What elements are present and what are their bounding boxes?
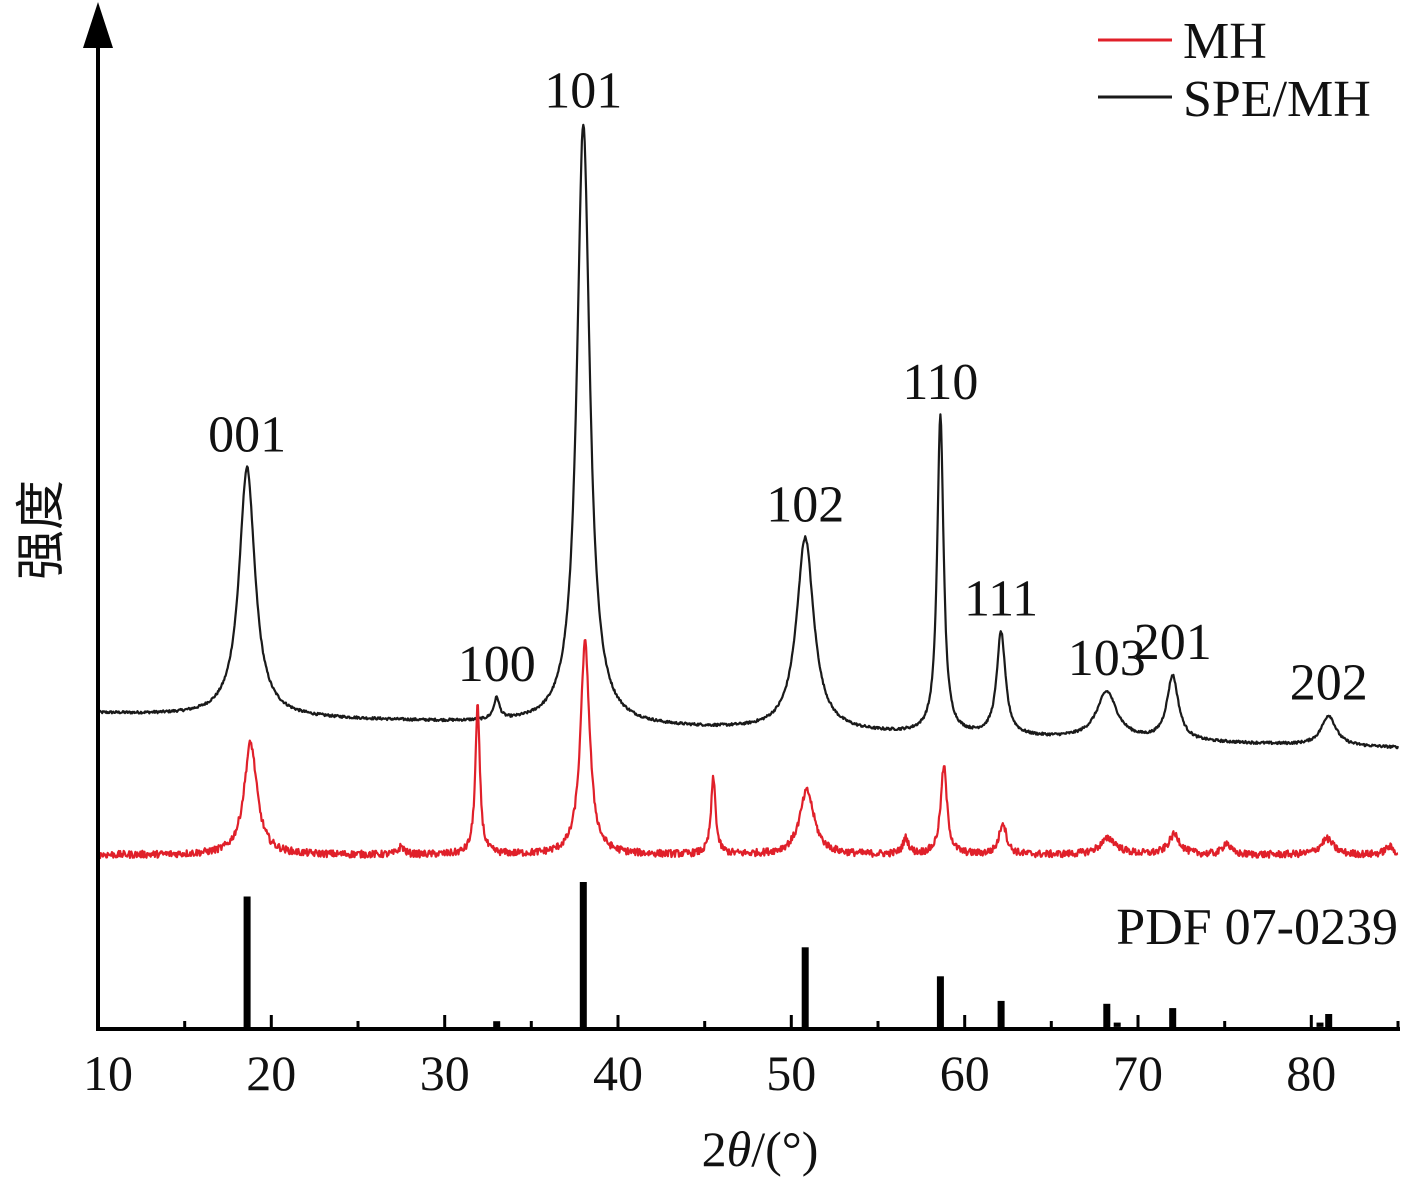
x-axis-label-prefix: 2 (702, 1121, 727, 1177)
x-axis-label: 2θ/(°) (702, 1121, 819, 1177)
peak-label-201: 201 (1134, 614, 1212, 671)
x-tick-label-10: 10 (83, 1045, 133, 1101)
series-line-spe-mh (97, 123, 1400, 750)
reference-line-5 (997, 1000, 1005, 1027)
peak-label-100: 100 (458, 636, 536, 693)
x-ticks: 10 20 30 40 50 60 70 80 (83, 1015, 1400, 1101)
series-layer (97, 123, 1400, 860)
reference-line-6 (1103, 1003, 1111, 1027)
reference-layer (243, 882, 1333, 1028)
x-tick-label-60: 60 (940, 1045, 990, 1101)
peak-label-202: 202 (1290, 654, 1368, 711)
y-axis-label: 强度 (13, 480, 69, 580)
reference-line-2 (579, 882, 587, 1027)
reference-line-7 (1113, 1022, 1121, 1027)
peak-label-110: 110 (902, 354, 978, 411)
reference-line-3 (801, 947, 809, 1028)
reference-line-4 (936, 976, 944, 1028)
legend-label-spe-mh: SPE/MH (1183, 71, 1371, 128)
peak-label-102: 102 (766, 476, 844, 533)
x-axis-label-theta: θ (727, 1121, 752, 1177)
legend: MH SPE/MH (1098, 13, 1371, 128)
reference-line-0 (243, 896, 251, 1027)
x-tick-label-40: 40 (593, 1045, 643, 1101)
y-axis-arrow (83, 2, 113, 48)
x-tick-label-30: 30 (420, 1045, 470, 1101)
x-tick-label-70: 70 (1113, 1045, 1163, 1101)
legend-label-mh: MH (1183, 13, 1267, 70)
x-tick-label-50: 50 (766, 1045, 816, 1101)
peak-label-001: 001 (208, 407, 286, 464)
reference-line-1 (493, 1021, 501, 1027)
reference-label: PDF 07-0239 (1116, 899, 1398, 956)
reference-line-10 (1325, 1014, 1333, 1027)
series-line-mh (97, 639, 1399, 860)
reference-line-8 (1169, 1008, 1177, 1027)
peak-label-101: 101 (544, 63, 622, 120)
peak-label-111: 111 (964, 570, 1038, 627)
x-tick-label-80: 80 (1286, 1045, 1336, 1101)
x-axis-label-suffix: /(°) (751, 1121, 818, 1177)
reference-line-9 (1316, 1022, 1324, 1027)
x-tick-label-20: 20 (246, 1045, 296, 1101)
peak-label-103: 103 (1068, 630, 1146, 687)
